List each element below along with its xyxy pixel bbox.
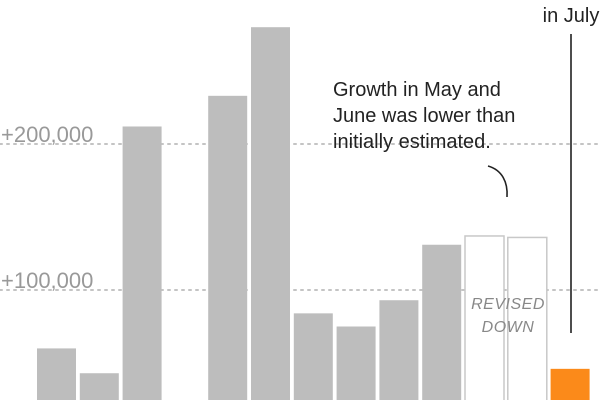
revised-note-leader bbox=[487, 165, 508, 198]
y-tick-label-0: +100,000 bbox=[1, 268, 93, 293]
bar-0 bbox=[37, 348, 76, 400]
bar-2 bbox=[122, 126, 162, 400]
tick-labels: +100,000 +200,000 bbox=[1, 122, 93, 293]
bar-11 bbox=[507, 236, 548, 400]
revised-label-line-1: REVISED bbox=[471, 296, 545, 313]
revised-note-line-3: initially estimated. bbox=[333, 131, 491, 153]
bar-6 bbox=[293, 313, 333, 400]
bars bbox=[37, 27, 590, 400]
july-note: in July bbox=[543, 5, 600, 27]
bar-10 bbox=[464, 235, 505, 400]
bar-5 bbox=[251, 27, 290, 400]
revised-note-line-2: June was lower than bbox=[333, 105, 515, 127]
revised-label-line-2: DOWN bbox=[482, 319, 535, 336]
bar-4 bbox=[208, 95, 248, 400]
bar-9 bbox=[422, 244, 462, 400]
bar-8 bbox=[379, 300, 419, 400]
revised-note-line-1: Growth in May and bbox=[333, 79, 501, 101]
bar-1 bbox=[79, 373, 119, 400]
bar-7 bbox=[336, 326, 376, 400]
bar-12 bbox=[550, 368, 590, 400]
y-tick-label-1: +200,000 bbox=[1, 122, 93, 147]
